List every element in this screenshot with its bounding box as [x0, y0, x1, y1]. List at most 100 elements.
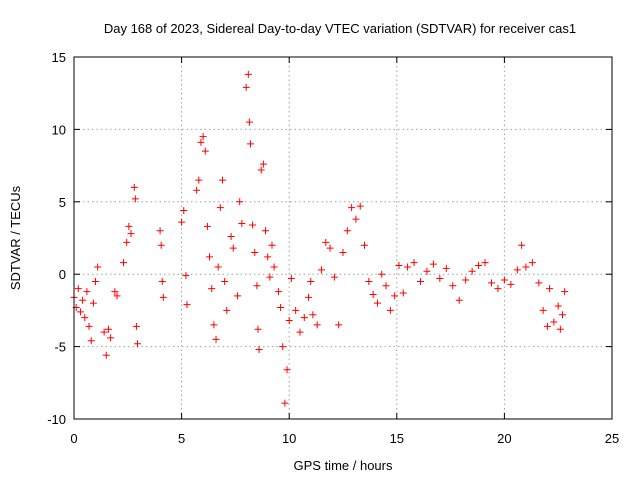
- data-point: [195, 176, 203, 184]
- axis-tick-labels: 0 5 10 15 20 25 -10 -5 0 5 10 15: [47, 50, 619, 446]
- data-point: [442, 264, 450, 272]
- data-point: [550, 318, 558, 326]
- data-point: [287, 275, 295, 283]
- data-point: [203, 222, 211, 230]
- data-point: [356, 202, 364, 210]
- data-point: [130, 183, 138, 191]
- plot-frame: [73, 56, 613, 420]
- data-point: [182, 272, 190, 280]
- x-tick-label: 10: [282, 431, 296, 446]
- data-point: [234, 292, 242, 300]
- data-point: [111, 288, 119, 296]
- data-point: [386, 306, 394, 314]
- data-point: [436, 275, 444, 283]
- x-tick-label: 15: [390, 431, 404, 446]
- data-point: [159, 293, 167, 301]
- data-point: [348, 204, 356, 212]
- data-point: [292, 306, 300, 314]
- data-point: [507, 280, 515, 288]
- data-point: [76, 308, 84, 316]
- data-point: [102, 351, 110, 359]
- data-point: [468, 267, 476, 275]
- data-point: [522, 263, 530, 271]
- x-axis-label: GPS time / hours: [294, 458, 393, 473]
- data-point: [180, 206, 188, 214]
- data-point: [253, 282, 261, 290]
- data-point: [242, 83, 250, 91]
- data-point: [197, 138, 205, 146]
- data-point: [423, 267, 431, 275]
- data-point: [373, 299, 381, 307]
- data-point: [158, 277, 166, 285]
- y-tick-label: 10: [52, 122, 66, 137]
- data-point: [270, 263, 278, 271]
- data-point: [87, 337, 95, 345]
- data-point: [127, 230, 135, 238]
- data-point: [518, 241, 526, 249]
- data-point: [283, 366, 291, 374]
- data-point: [528, 259, 536, 267]
- data-point: [322, 238, 330, 246]
- data-point: [193, 186, 201, 194]
- data-point: [535, 279, 543, 287]
- data-point: [157, 241, 165, 249]
- data-point: [500, 276, 508, 284]
- data-point: [404, 263, 412, 271]
- data-point: [262, 227, 270, 235]
- data-point: [257, 166, 265, 174]
- grid: [74, 57, 612, 419]
- data-point: [268, 241, 276, 249]
- data-point: [335, 321, 343, 329]
- data-point: [352, 215, 360, 223]
- data-point: [382, 282, 390, 290]
- data-point: [107, 334, 115, 342]
- axis-ticks: [73, 56, 613, 420]
- data-point: [494, 285, 502, 293]
- data-point: [259, 160, 267, 168]
- data-point: [79, 296, 87, 304]
- data-point: [300, 314, 308, 322]
- data-point: [119, 259, 127, 267]
- data-point: [416, 277, 424, 285]
- data-point: [395, 262, 403, 270]
- data-point: [94, 263, 102, 271]
- data-point: [539, 306, 547, 314]
- data-point: [199, 133, 207, 141]
- data-point: [156, 227, 164, 235]
- data-point: [218, 176, 226, 184]
- data-point: [89, 299, 97, 307]
- data-point: [556, 325, 564, 333]
- data-point: [546, 285, 554, 293]
- data-point: [513, 266, 521, 274]
- y-axis-label: SDTVAR / TECUs: [8, 185, 23, 290]
- data-point: [264, 253, 272, 261]
- data-point: [201, 147, 209, 155]
- y-tick-label: 15: [52, 50, 66, 65]
- data-point: [309, 311, 317, 319]
- data-point: [410, 259, 418, 267]
- data-point: [326, 244, 334, 252]
- data-point: [317, 266, 325, 274]
- data-point: [449, 282, 457, 290]
- data-point: [475, 262, 483, 270]
- data-point: [254, 325, 262, 333]
- data-point: [561, 288, 569, 296]
- data-point: [543, 322, 551, 330]
- data-point: [208, 285, 216, 293]
- data-points: [70, 70, 569, 407]
- data-point: [369, 290, 377, 298]
- data-point: [85, 322, 93, 330]
- data-point: [313, 321, 321, 329]
- y-tick-label: -5: [54, 340, 66, 355]
- data-point: [125, 222, 133, 230]
- data-point: [266, 273, 274, 281]
- data-point: [183, 301, 191, 309]
- data-point: [133, 340, 141, 348]
- data-point: [245, 118, 253, 126]
- data-point: [221, 277, 229, 285]
- data-point: [92, 277, 100, 285]
- data-point: [305, 293, 313, 301]
- data-point: [365, 277, 373, 285]
- data-point: [81, 314, 89, 322]
